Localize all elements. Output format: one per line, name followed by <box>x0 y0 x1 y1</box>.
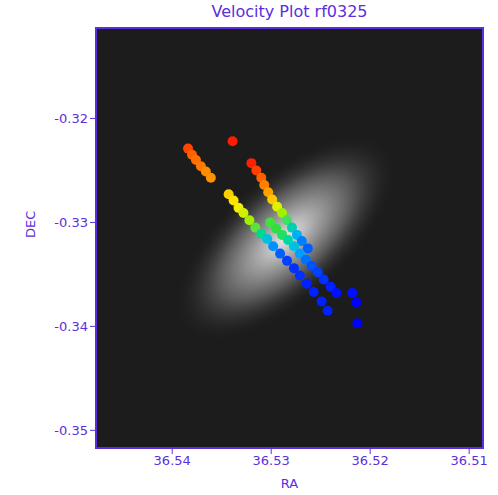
svg-text:DEC: DEC <box>23 211 38 238</box>
svg-text:-0.35: -0.35 <box>54 423 88 438</box>
svg-text:RA: RA <box>281 476 299 491</box>
svg-text:-0.33: -0.33 <box>54 215 88 230</box>
svg-text:-0.34: -0.34 <box>54 319 88 334</box>
svg-text:36.53: 36.53 <box>253 453 290 468</box>
svg-text:36.51: 36.51 <box>451 453 488 468</box>
svg-text:36.54: 36.54 <box>154 453 191 468</box>
html-text:Velocity Plot rf0325: Velocity Plot rf0325 <box>211 2 368 21</box>
svg-text:-0.32: -0.32 <box>54 111 88 126</box>
svg-text:36.52: 36.52 <box>352 453 389 468</box>
